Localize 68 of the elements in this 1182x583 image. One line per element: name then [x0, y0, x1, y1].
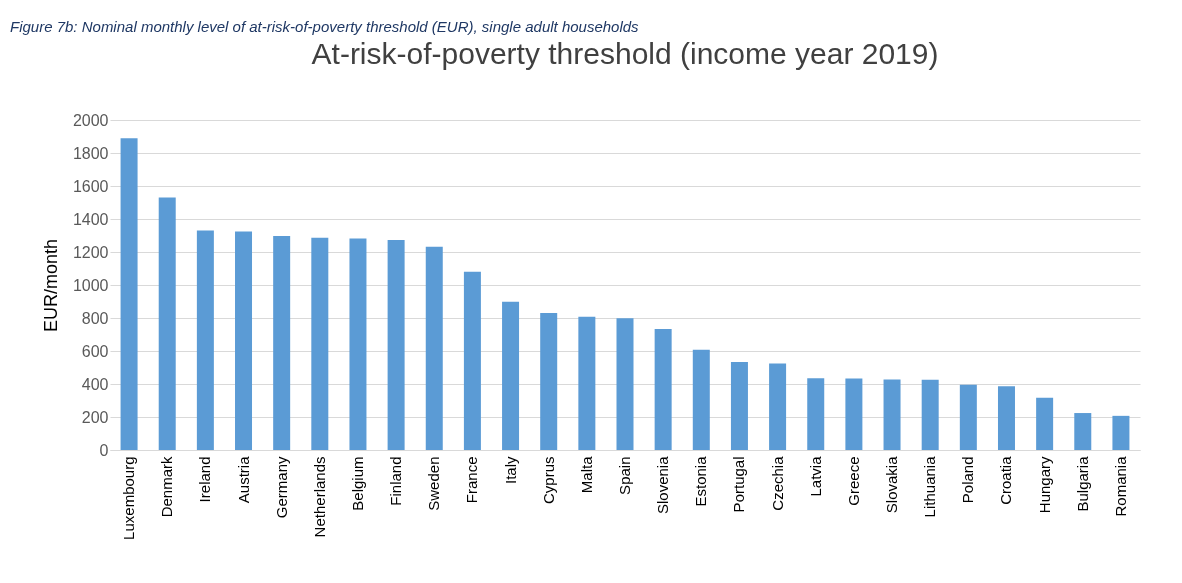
x-tick-label: Poland [959, 456, 977, 504]
x-tick-label: Ireland [196, 456, 214, 503]
y-tick-label: 200 [81, 408, 109, 426]
bar [235, 231, 253, 450]
bar [769, 363, 787, 450]
y-axis-title: EUR/month [40, 238, 61, 333]
x-tick-label: Cyprus [539, 456, 557, 505]
bar [730, 362, 748, 450]
bar [463, 271, 481, 450]
y-tick-label: 1200 [72, 243, 109, 261]
x-tick-label: Greece [844, 456, 862, 506]
x-tick-label: Luxembourg [120, 456, 138, 540]
bar [1036, 397, 1054, 450]
bar [997, 386, 1015, 450]
x-tick-label: Finland [387, 456, 405, 506]
x-tick-label: Slovenia [654, 455, 672, 515]
y-tick-label: 1400 [72, 210, 109, 228]
y-tick-label: 1600 [72, 177, 109, 195]
bar [807, 378, 825, 450]
bar [616, 318, 634, 450]
y-tick-label: 1000 [72, 276, 109, 294]
x-tick-label: Hungary [1035, 456, 1053, 514]
x-tick-label: Czechia [768, 455, 786, 511]
x-tick-label: Netherlands [310, 456, 328, 538]
bar [540, 312, 558, 450]
y-tick-label: 1800 [72, 144, 109, 162]
y-tick-label: 0 [99, 441, 109, 459]
bar [654, 329, 672, 450]
x-tick-label: Bulgaria [1073, 455, 1091, 512]
x-tick-label: Latvia [806, 455, 824, 497]
bar [1112, 415, 1130, 450]
bar [921, 379, 939, 450]
bar [349, 238, 367, 450]
bar [1074, 413, 1092, 450]
bar [196, 230, 214, 450]
x-tick-label: Croatia [997, 455, 1015, 505]
x-tick-label: Estonia [692, 455, 710, 507]
y-tick-label: 600 [81, 342, 109, 360]
x-tick-label: Spain [616, 456, 633, 495]
bar [578, 316, 596, 450]
y-tick-label: 800 [81, 309, 109, 327]
x-tick-label: Italy [501, 456, 519, 485]
x-tick-label: Sweden [425, 456, 443, 511]
x-tick-label: Portugal [730, 456, 748, 513]
bar [883, 379, 901, 450]
bar [273, 236, 291, 450]
x-tick-label: Austria [234, 455, 252, 504]
x-tick-label: France [463, 456, 481, 504]
bar [959, 384, 977, 450]
bar [387, 240, 405, 450]
chart-title: At-risk-of-poverty threshold (income year 2019) [311, 37, 939, 70]
x-tick-label: Lithuania [921, 455, 939, 518]
x-tick-label: Romania [1111, 455, 1129, 517]
x-tick-label: Germany [272, 456, 290, 519]
x-tick-label: Belgium [348, 456, 366, 511]
bar [502, 301, 520, 450]
y-tick-label: 2000 [72, 111, 109, 129]
caption: Figure 7b: Nominal monthly level of at-risk-of-poverty threshold (EUR), single adult households [10, 18, 640, 35]
x-tick-label: Denmark [158, 456, 176, 518]
bar [692, 349, 710, 450]
bar [158, 197, 176, 450]
bar [311, 237, 329, 450]
y-tick-label: 400 [81, 375, 109, 393]
bar [425, 246, 443, 450]
x-tick-label: Malta [577, 455, 595, 494]
bar [120, 138, 138, 450]
bar [845, 378, 863, 450]
x-tick-label: Slovakia [883, 455, 901, 514]
